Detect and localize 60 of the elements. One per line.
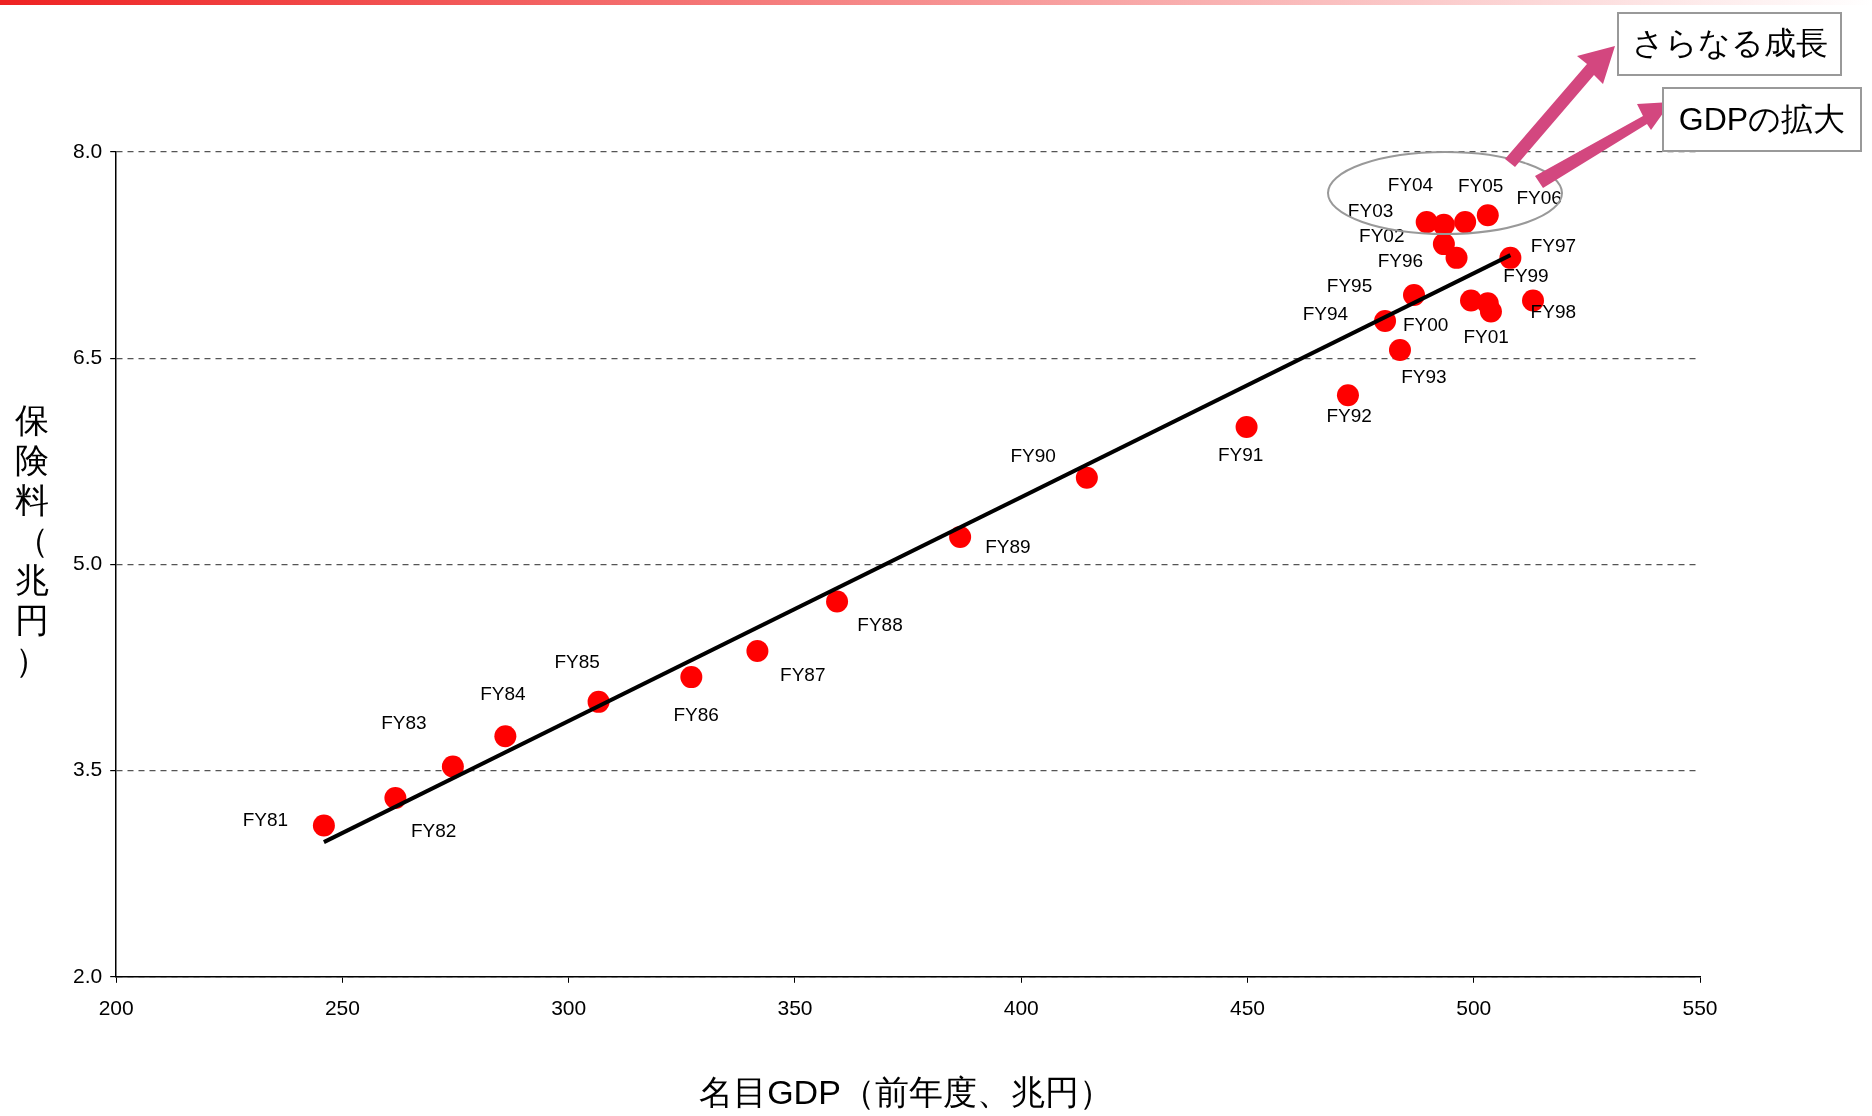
data-label: FY06 xyxy=(1516,186,1562,208)
text: さらなる成長 xyxy=(1617,12,1842,76)
data-label: FY85 xyxy=(554,650,600,672)
data-label: FY82 xyxy=(410,819,457,841)
data-label: FY81 xyxy=(242,809,289,831)
point xyxy=(312,814,335,837)
data-label: FY91 xyxy=(1217,443,1264,465)
x-tick-label: 250 xyxy=(324,996,360,1020)
point xyxy=(826,590,849,613)
data-label: FY96 xyxy=(1377,249,1424,271)
x-axis-title: 名目GDP（前年度、兆円） xyxy=(699,1073,1113,1111)
point xyxy=(1432,233,1455,256)
data-label: FY99 xyxy=(1503,265,1549,287)
y-tick-label: 5.0 xyxy=(72,551,103,575)
text: GDPの拡大 xyxy=(1662,87,1862,152)
data-label: FY03 xyxy=(1347,199,1394,221)
data-label: FY83 xyxy=(381,711,427,733)
x-tick-label: 550 xyxy=(1682,996,1718,1020)
point xyxy=(746,640,769,662)
x-tick-label: 500 xyxy=(1456,996,1492,1020)
data-label: FY92 xyxy=(1326,405,1372,427)
x-tick-label: 350 xyxy=(777,996,813,1020)
data-label: FY97 xyxy=(1530,235,1577,257)
y-tick-label: 2.0 xyxy=(72,963,103,987)
x-tick-label: 300 xyxy=(551,996,587,1020)
data-label: FY88 xyxy=(857,613,903,635)
point xyxy=(1075,466,1098,489)
x-tick-label: 200 xyxy=(98,996,134,1020)
point xyxy=(1476,204,1499,227)
x-tick-label: 400 xyxy=(1003,996,1039,1020)
point xyxy=(494,725,517,748)
data-label: FY84 xyxy=(480,682,527,704)
data-label: FY89 xyxy=(985,535,1031,557)
data-label: FY01 xyxy=(1463,325,1509,347)
point xyxy=(1479,300,1502,323)
point xyxy=(1388,338,1411,361)
data-label: FY86 xyxy=(673,703,719,725)
data-label: FY95 xyxy=(1326,274,1373,296)
point xyxy=(1235,415,1258,438)
y-axis-title: 保険料（兆円） xyxy=(14,400,50,680)
point xyxy=(1336,384,1359,407)
point xyxy=(1460,289,1483,312)
point xyxy=(1454,211,1477,234)
point xyxy=(1432,213,1455,236)
point xyxy=(441,755,464,778)
data-label: FY98 xyxy=(1530,300,1577,322)
point xyxy=(1445,246,1468,269)
data-label: FY94 xyxy=(1302,303,1349,325)
data-label: FY05 xyxy=(1457,174,1504,196)
data-label: FY00 xyxy=(1402,313,1449,335)
x-tick-label: 450 xyxy=(1229,996,1266,1020)
data-label: FY04 xyxy=(1387,173,1434,195)
data-label: FY87 xyxy=(780,664,826,686)
y-tick-label: 3.5 xyxy=(72,757,103,781)
data-label: FY93 xyxy=(1401,365,1447,387)
data-label: FY02 xyxy=(1359,225,1405,247)
y-tick-label: 8.0 xyxy=(72,138,103,162)
data-label: FY90 xyxy=(1010,444,1056,466)
point xyxy=(680,666,703,689)
y-tick-label: 6.5 xyxy=(72,345,103,368)
